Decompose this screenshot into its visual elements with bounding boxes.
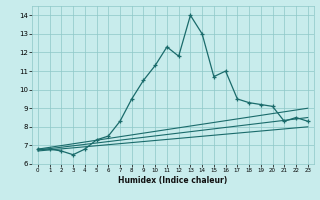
- X-axis label: Humidex (Indice chaleur): Humidex (Indice chaleur): [118, 176, 228, 185]
